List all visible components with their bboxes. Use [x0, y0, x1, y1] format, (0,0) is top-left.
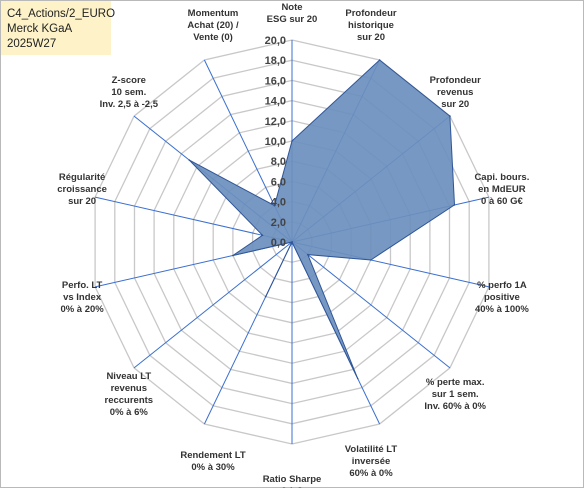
axis-label-line: en MdEUR: [478, 184, 526, 195]
axis-label-line: revenus: [437, 87, 473, 98]
tick-label: 2,0: [271, 217, 286, 229]
axis-label: % perfo 1A positive 40% à 100%: [475, 280, 529, 315]
data-point: [370, 259, 372, 261]
axis-label-line: sur 1 sem.: [432, 389, 479, 400]
axis-label-line: revenus: [111, 383, 147, 394]
axis-label-line: Régularité: [59, 172, 105, 183]
tick-label: 20,0: [265, 35, 286, 47]
axis-label-line: ESG sur 20: [267, 14, 318, 25]
data-point: [449, 115, 451, 117]
axis-label: Ratio Sharpe0 à 2: [263, 474, 322, 488]
tick-label: 6,0: [271, 176, 286, 188]
axis-label-line: Profondeur: [345, 8, 396, 19]
axis-spoke: [291, 241, 451, 369]
axis-label-line: Z-score: [112, 75, 146, 86]
axis-label: Note ESG sur 20: [267, 2, 318, 25]
tick-label: 14,0: [265, 96, 286, 108]
data-point: [378, 59, 381, 61]
data-point: [188, 159, 191, 161]
axis-label-line: 0% à 30%: [191, 462, 235, 473]
axis-label-line: Niveau LT: [106, 371, 151, 382]
axis-label-line: reccurents: [105, 395, 154, 406]
title-line-2: Merck KGaA: [7, 23, 73, 35]
axis-label-line: Profondeur: [430, 75, 481, 86]
data-point: [291, 241, 293, 243]
axis-label: Régularité croissance sur 20: [57, 172, 107, 207]
tick-label: 4,0: [271, 197, 286, 209]
axis-label-line: historique: [348, 20, 394, 31]
axis-label: Perfo. LT vs Index 0% à 20%: [60, 280, 104, 315]
tick-label: 0,0: [271, 237, 286, 249]
axis-label-line: Achat (20) /: [187, 20, 239, 31]
axis-label-line: inversée: [352, 456, 391, 467]
axis-label-line: Note: [281, 2, 302, 13]
data-point: [264, 295, 267, 298]
axis-label: % perte max. sur 1 sem. Inv. 60% à 0%: [424, 377, 486, 412]
axis-label-line: Perfo. LT: [62, 280, 103, 291]
axis-label: Profondeur historique sur 20: [345, 8, 396, 43]
axis-label-line: sur 20: [441, 99, 469, 110]
axis-label-line: Ratio Sharpe: [263, 474, 322, 485]
axis-label-line: % perfo 1A: [477, 280, 527, 291]
data-point: [356, 377, 359, 380]
axis-label-line: 0 à 60 G€: [481, 196, 523, 207]
axis-label-line: Inv. 2,5 à -2,5: [100, 99, 159, 110]
tick-label: 12,0: [265, 116, 286, 128]
axis-label: Z-score 10 sem. Inv. 2,5 à -2,5: [100, 75, 159, 110]
axis-spoke: [133, 241, 293, 369]
data-point: [291, 140, 293, 142]
axis-label-line: 60% à 0%: [349, 468, 393, 479]
data-point: [273, 204, 276, 207]
tick-label: 10,0: [265, 136, 286, 148]
axis-spoke: [94, 196, 293, 243]
axis-label: Capi. bours. en MdEUR 0 à 60 G€: [474, 172, 529, 207]
axis-label-line: 0% à 6%: [110, 407, 149, 418]
axis-label-line: 0 à 2: [281, 486, 302, 488]
axis-label: Momentum Achat (20) / Vente (0): [187, 8, 239, 43]
axis-label-line: 40% à 100%: [475, 304, 529, 315]
data-point: [307, 253, 309, 256]
chart-title-box: C4_Actions/2_EURO Merck KGaA 2025W27: [1, 1, 116, 55]
tick-label: 18,0: [265, 55, 286, 67]
tick-label: 16,0: [265, 75, 286, 87]
axis-label-line: 0% à 20%: [60, 304, 104, 315]
axis-label: Niveau LT revenus reccurents 0% à 6%: [105, 371, 154, 418]
title-line-1: C4_Actions/2_EURO: [7, 8, 116, 20]
axis-label-line: vs Index: [63, 292, 102, 303]
axis-label-line: % perte max.: [426, 377, 485, 388]
axis-label-line: sur 20: [68, 196, 96, 207]
axis-label-line: Rendement LT: [180, 450, 245, 461]
axis-label-line: sur 20: [357, 32, 385, 43]
axis-label-line: Volatilité LT: [345, 444, 398, 455]
axis-label-line: Inv. 60% à 0%: [424, 401, 486, 412]
axis-label-line: positive: [484, 292, 520, 303]
tick-label: 8,0: [271, 156, 286, 168]
axis-label-line: Momentum: [188, 8, 239, 19]
title-line-3: 2025W27: [7, 38, 57, 50]
axis-label-line: 10 sem.: [111, 87, 146, 98]
axis-label-line: croissance: [57, 184, 107, 195]
axis-label-line: Vente (0): [193, 32, 233, 43]
axis-label: Volatilité LT inversée 60% à 0%: [345, 444, 398, 479]
axis-label: Rendement LT 0% à 30%: [180, 450, 245, 473]
axis-label: Profondeur revenus sur 20: [430, 75, 481, 110]
data-point: [232, 254, 234, 257]
axis-label-line: Capi. bours.: [474, 172, 529, 183]
data-point: [453, 204, 456, 206]
data-point: [261, 234, 264, 237]
